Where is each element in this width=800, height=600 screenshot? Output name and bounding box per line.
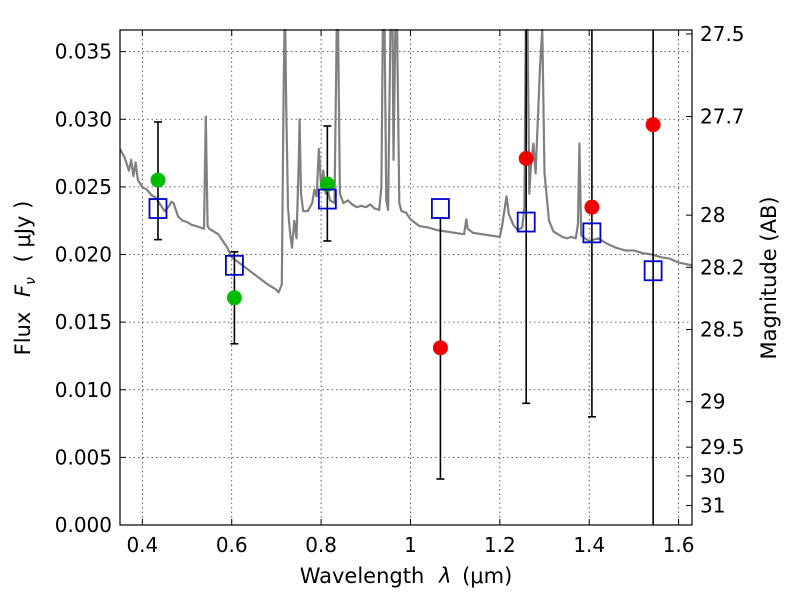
- mag-tick-label: 27.7: [700, 105, 745, 129]
- y-tick-label: 0.030: [55, 107, 112, 131]
- mag-tick-label: 29: [700, 390, 725, 414]
- model-photometry-square: [431, 198, 450, 219]
- x-tick-label: 0.4: [126, 533, 158, 557]
- x-tick-label: 1.4: [573, 533, 605, 557]
- model-photometry-square: [516, 211, 536, 233]
- x-tick-label: 1.2: [484, 533, 516, 557]
- mag-tick-label: 31: [700, 493, 725, 517]
- x-tick-label: 1: [404, 533, 417, 557]
- x-tick-label: 0.6: [216, 533, 248, 557]
- data-point: [518, 150, 534, 166]
- model-photometry-square: [148, 198, 168, 219]
- y-tick-label: 0.035: [55, 40, 112, 64]
- y-tick-label: 0.025: [55, 175, 112, 199]
- mag-tick-label: 28.2: [700, 255, 745, 279]
- tick-layer: [120, 30, 692, 526]
- mag-tick-label: 29.5: [700, 435, 745, 459]
- y-tick-label: 0.005: [55, 445, 112, 469]
- grid-layer: [120, 30, 692, 526]
- model-photometry-square: [317, 188, 337, 210]
- data-point: [150, 172, 166, 188]
- model-photometry-square: [224, 254, 244, 276]
- label-layer: 0.4 0.6 0.8 1 1.2 1.4 1.6 0.000 0.005 0.010 0.015 0…: [55, 22, 745, 557]
- plot-frame: [119, 29, 693, 526]
- y-axis-title-magnitude: Magnitude (AB): [757, 196, 781, 359]
- marker-layer: [148, 117, 663, 356]
- spectrum-layer: [119, 28, 693, 294]
- errorbar-layer: [153, 30, 654, 525]
- x-tick-label: 0.8: [305, 533, 337, 557]
- x-tick-label: 1.6: [663, 533, 695, 557]
- model-photometry-square: [582, 222, 602, 244]
- mag-tick-label: 28: [700, 203, 725, 227]
- data-point: [432, 340, 448, 356]
- mag-tick-label: 27.5: [700, 22, 745, 46]
- model-photometry-square: [643, 260, 663, 282]
- y-tick-label: 0.020: [55, 243, 112, 267]
- mag-tick-label: 28.5: [700, 318, 745, 342]
- y-tick-label: 0.010: [55, 378, 112, 402]
- x-axis-title: Wavelength λ (μm): [300, 564, 513, 588]
- spectrum-line: [119, 28, 693, 294]
- y-tick-label: 0.015: [55, 310, 112, 334]
- data-point: [645, 117, 661, 133]
- mag-tick-label: 30: [700, 464, 725, 488]
- y-axis-title-flux: Flux Fν ( μJy ): [11, 201, 40, 356]
- data-point: [319, 176, 335, 192]
- y-tick-label: 0.000: [55, 513, 112, 537]
- data-point: [584, 199, 600, 215]
- data-point: [226, 290, 242, 306]
